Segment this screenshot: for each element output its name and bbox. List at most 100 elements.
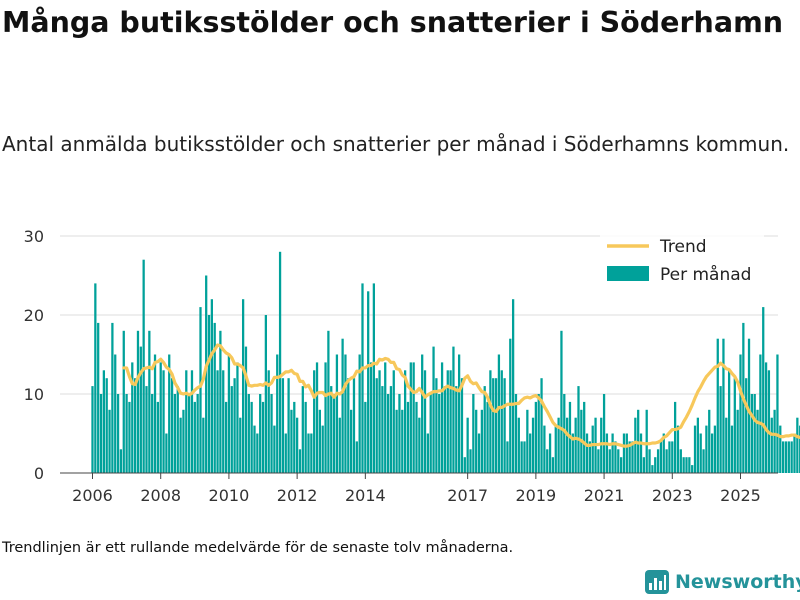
bar <box>364 401 367 473</box>
bar <box>406 401 410 473</box>
x-tick-label: 2006 <box>72 486 113 505</box>
bar <box>403 370 407 473</box>
bar <box>313 370 316 473</box>
bar-chart: 0 10 20 30 2006 2008 2010 2012 2014 2017 2019 2021… <box>24 227 800 505</box>
bar <box>796 417 799 473</box>
bar <box>239 417 242 473</box>
bar <box>358 354 361 473</box>
chart-title: Många butiksstölder och snatterier i Söd… <box>2 6 784 39</box>
bar <box>102 370 105 473</box>
bar <box>460 378 464 473</box>
bar <box>148 330 151 473</box>
bar <box>153 354 157 473</box>
x-tick-label: 2010 <box>209 486 250 505</box>
legend-bar-swatch <box>607 266 649 281</box>
bar <box>750 394 753 473</box>
bar <box>344 354 347 473</box>
bar <box>645 409 648 473</box>
bar <box>168 354 171 473</box>
bar <box>619 457 623 473</box>
bar <box>745 378 748 473</box>
bar <box>557 417 560 473</box>
x-tick-label: 2017 <box>447 486 488 505</box>
bar <box>111 322 114 473</box>
x-tick-label: 2008 <box>140 486 181 505</box>
y-tick-label: 10 <box>24 385 44 404</box>
bar <box>727 370 731 473</box>
bar <box>526 409 529 473</box>
bar <box>185 370 188 473</box>
bar <box>764 362 768 473</box>
bar <box>389 386 393 473</box>
bar <box>307 433 310 473</box>
bar <box>489 370 492 473</box>
bar <box>230 386 233 473</box>
monthly-bars <box>91 251 800 473</box>
bar <box>381 386 384 473</box>
x-tick-label: 2014 <box>345 486 386 505</box>
bar <box>514 394 518 473</box>
bar <box>534 401 537 473</box>
bar <box>290 409 293 473</box>
bar <box>386 394 390 473</box>
bar <box>472 394 475 473</box>
bar <box>372 283 375 473</box>
bar <box>563 394 566 473</box>
bar <box>446 370 449 473</box>
bar <box>529 433 532 473</box>
bar <box>256 433 259 473</box>
bar <box>614 441 617 473</box>
bar <box>722 338 725 473</box>
bar <box>662 433 665 473</box>
bar-chart-logo-icon <box>645 570 669 594</box>
bar <box>261 401 265 473</box>
bar <box>298 449 302 473</box>
bar <box>97 322 100 473</box>
bar <box>503 378 506 473</box>
bar <box>713 425 717 473</box>
bar <box>187 394 191 473</box>
bar <box>466 417 469 473</box>
bar <box>216 370 219 473</box>
bar <box>583 401 586 473</box>
bar <box>773 409 776 473</box>
bar <box>770 417 773 473</box>
bar <box>395 409 398 473</box>
bar <box>114 354 117 473</box>
bar <box>241 299 245 473</box>
legend-bar-label: Per månad <box>660 264 751 285</box>
bar <box>293 401 296 473</box>
bar <box>378 370 381 473</box>
bar <box>531 417 535 473</box>
bar <box>449 370 452 473</box>
legend-trend-label: Trend <box>659 237 707 257</box>
bar <box>151 394 154 473</box>
bar <box>179 417 182 473</box>
bar <box>352 378 356 473</box>
bar <box>105 378 108 473</box>
bar <box>250 401 253 473</box>
footnote: Trendlinjen är ett rullande medelvärde f… <box>2 540 514 556</box>
bar <box>119 449 123 473</box>
bar <box>267 370 270 473</box>
bar <box>793 433 796 473</box>
bar <box>426 433 429 473</box>
bar <box>486 401 489 473</box>
bar <box>330 386 333 473</box>
bar <box>781 441 785 473</box>
y-tick-label: 30 <box>24 227 44 246</box>
bar <box>398 394 401 473</box>
bar <box>170 378 174 473</box>
bar <box>438 394 441 473</box>
bar <box>554 425 557 473</box>
bar <box>634 417 637 473</box>
bar <box>91 386 94 473</box>
bar <box>443 386 447 473</box>
bar <box>696 417 699 473</box>
bar <box>520 441 523 473</box>
bar <box>565 417 569 473</box>
bar <box>233 378 236 473</box>
bar <box>122 330 125 473</box>
bar <box>591 425 594 473</box>
bar <box>253 425 256 473</box>
